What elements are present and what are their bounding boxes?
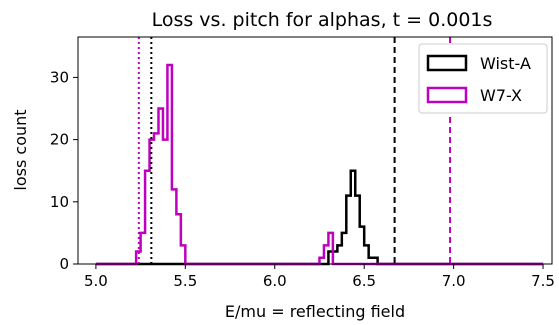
x-tick-label: 6.5 — [352, 272, 376, 290]
x-axis-label: E/mu = reflecting field — [225, 302, 405, 321]
legend-label-wist-a: Wist-A — [480, 54, 531, 73]
chart-title: Loss vs. pitch for alphas, t = 0.001s — [152, 9, 493, 31]
legend-swatch-w7-x — [426, 86, 468, 104]
histogram-wist-a — [95, 169, 544, 266]
reference-lines — [137, 37, 452, 264]
plot-frame — [77, 36, 553, 265]
legend: Wist-A W7-X — [418, 43, 548, 114]
y-axis-label: loss count — [11, 109, 30, 190]
y-tick-label: 30 — [50, 68, 69, 86]
legend-box — [418, 43, 548, 114]
y-tick-label: 20 — [50, 131, 69, 149]
x-tick-label: 7.0 — [442, 272, 466, 290]
x-axis-ticks: 5.0 5.5 6.0 6.5 7.0 7.5 — [84, 264, 555, 290]
y-tick-label: 0 — [59, 255, 69, 273]
y-tick-label: 10 — [50, 193, 69, 211]
x-tick-label: 5.5 — [173, 272, 197, 290]
legend-swatch-wist-a — [426, 54, 468, 72]
y-axis-ticks: 0 10 20 30 — [50, 68, 78, 273]
legend-label-w7-x: W7-X — [480, 86, 522, 105]
x-tick-label: 7.5 — [531, 272, 555, 290]
x-tick-label: 6.0 — [263, 272, 287, 290]
x-tick-label: 5.0 — [84, 272, 108, 290]
